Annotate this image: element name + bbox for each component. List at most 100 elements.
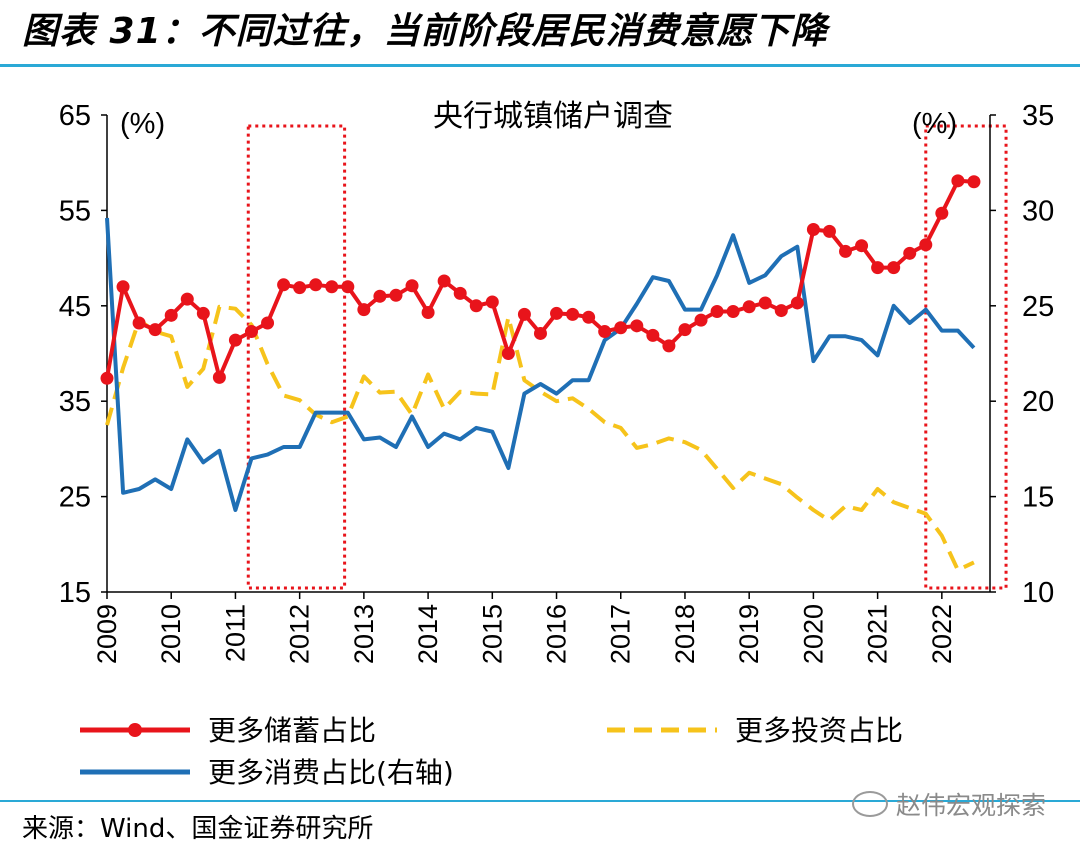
- x-tick-label: 2018: [670, 604, 700, 664]
- right-tick-label: 10: [1022, 577, 1054, 609]
- highlight-box-2: [924, 124, 1008, 590]
- data-point: [967, 175, 981, 189]
- data-point: [485, 295, 499, 309]
- data-point: [598, 325, 612, 339]
- data-point: [614, 321, 628, 335]
- data-point: [373, 289, 387, 303]
- data-point: [164, 308, 178, 322]
- data-point: [309, 278, 323, 292]
- legend-marker: [128, 723, 142, 737]
- series-line: [105, 217, 976, 512]
- data-point: [277, 278, 291, 292]
- data-point: [389, 288, 403, 302]
- data-point: [839, 244, 853, 258]
- data-point: [517, 307, 531, 321]
- x-tick-label: 2019: [734, 604, 764, 664]
- data-point: [293, 281, 307, 295]
- series: [100, 174, 981, 573]
- right-tick-label: 20: [1022, 386, 1054, 418]
- data-point: [855, 239, 869, 253]
- data-point: [582, 310, 596, 324]
- header-rule: [0, 64, 1080, 67]
- data-point: [357, 303, 371, 317]
- data-point: [533, 326, 547, 340]
- right-tick-label: 30: [1022, 195, 1054, 227]
- data-point: [662, 339, 676, 353]
- data-point: [726, 305, 740, 319]
- source-note: 来源：Wind、国金证券研究所: [22, 814, 374, 844]
- series-line: [105, 304, 975, 573]
- legend-label: 更多储蓄占比: [208, 714, 376, 747]
- data-point: [405, 279, 419, 293]
- data-point: [453, 286, 467, 300]
- x-tick-label: 2015: [477, 604, 507, 664]
- left-tick-label: 45: [59, 291, 91, 323]
- right-axis-unit: (%): [912, 108, 957, 140]
- data-point: [935, 206, 949, 220]
- right-tick-label: 25: [1022, 291, 1054, 323]
- data-point: [196, 306, 210, 320]
- data-point: [678, 323, 692, 337]
- data-point: [261, 316, 275, 330]
- data-point: [871, 261, 885, 275]
- legend-label: 更多消费占比(右轴): [208, 756, 454, 789]
- legend-item-2: 更多投资占比: [607, 714, 903, 747]
- data-point: [742, 300, 756, 314]
- data-point: [822, 224, 836, 238]
- watermark: 赵伟宏观探索: [851, 786, 1046, 822]
- data-point: [132, 316, 146, 330]
- left-tick-label: 35: [59, 386, 91, 418]
- data-point: [630, 319, 644, 333]
- chart: 15 25 35 45 55 65 10 15 20 25 30 35 2009 2010 2011 2012…: [59, 99, 1055, 789]
- x-tick-label: 2014: [413, 604, 443, 664]
- data-point: [421, 305, 435, 319]
- data-point: [566, 307, 580, 321]
- data-point: [244, 325, 258, 339]
- data-point: [951, 174, 965, 188]
- legend-item-1: 更多储蓄占比: [80, 714, 376, 747]
- data-point: [341, 280, 355, 294]
- data-point: [325, 280, 339, 294]
- data-point: [758, 296, 772, 310]
- right-tick-label: 15: [1022, 482, 1054, 514]
- data-point: [903, 246, 917, 260]
- x-tick-label: 2011: [220, 604, 250, 662]
- data-point: [887, 261, 901, 275]
- wechat-icon: [851, 791, 888, 817]
- data-point: [919, 238, 933, 252]
- data-point: [710, 305, 724, 319]
- series-line: [105, 178, 975, 380]
- x-tick-label: 2022: [927, 604, 957, 664]
- figure-title: 图表 31：不同过往，当前阶段居民消费意愿下降: [22, 11, 828, 52]
- data-point: [646, 328, 660, 342]
- left-tick-label: 15: [59, 577, 91, 609]
- x-tick-label: 2010: [156, 604, 186, 664]
- data-point: [116, 280, 130, 294]
- data-point: [469, 299, 483, 313]
- x-tick-label: 2013: [349, 604, 379, 664]
- series-2: [105, 304, 975, 573]
- x-tick-label: 2021: [863, 604, 893, 664]
- x-tick-label: 2016: [542, 604, 572, 664]
- data-point: [790, 296, 804, 310]
- left-tick-label: 65: [59, 100, 91, 132]
- data-point: [694, 313, 708, 327]
- data-point: [148, 323, 162, 337]
- x-tick-label: 2012: [285, 604, 315, 664]
- x-tick-label: 2017: [606, 604, 636, 664]
- series-1: [100, 174, 981, 385]
- left-axis-unit: (%): [120, 108, 165, 140]
- data-point: [437, 274, 451, 288]
- series-3: [105, 217, 976, 512]
- data-point: [180, 292, 194, 306]
- chart-title: 央行城镇储户调查: [433, 99, 673, 134]
- right-tick-label: 35: [1022, 100, 1054, 132]
- data-point: [228, 333, 242, 347]
- footer-rule: [0, 800, 1080, 802]
- watermark-text: 赵伟宏观探索: [895, 791, 1046, 820]
- data-point: [774, 304, 788, 318]
- data-point: [212, 370, 226, 384]
- x-tick-label: 2009: [92, 604, 122, 664]
- legend-label: 更多投资占比: [735, 714, 903, 747]
